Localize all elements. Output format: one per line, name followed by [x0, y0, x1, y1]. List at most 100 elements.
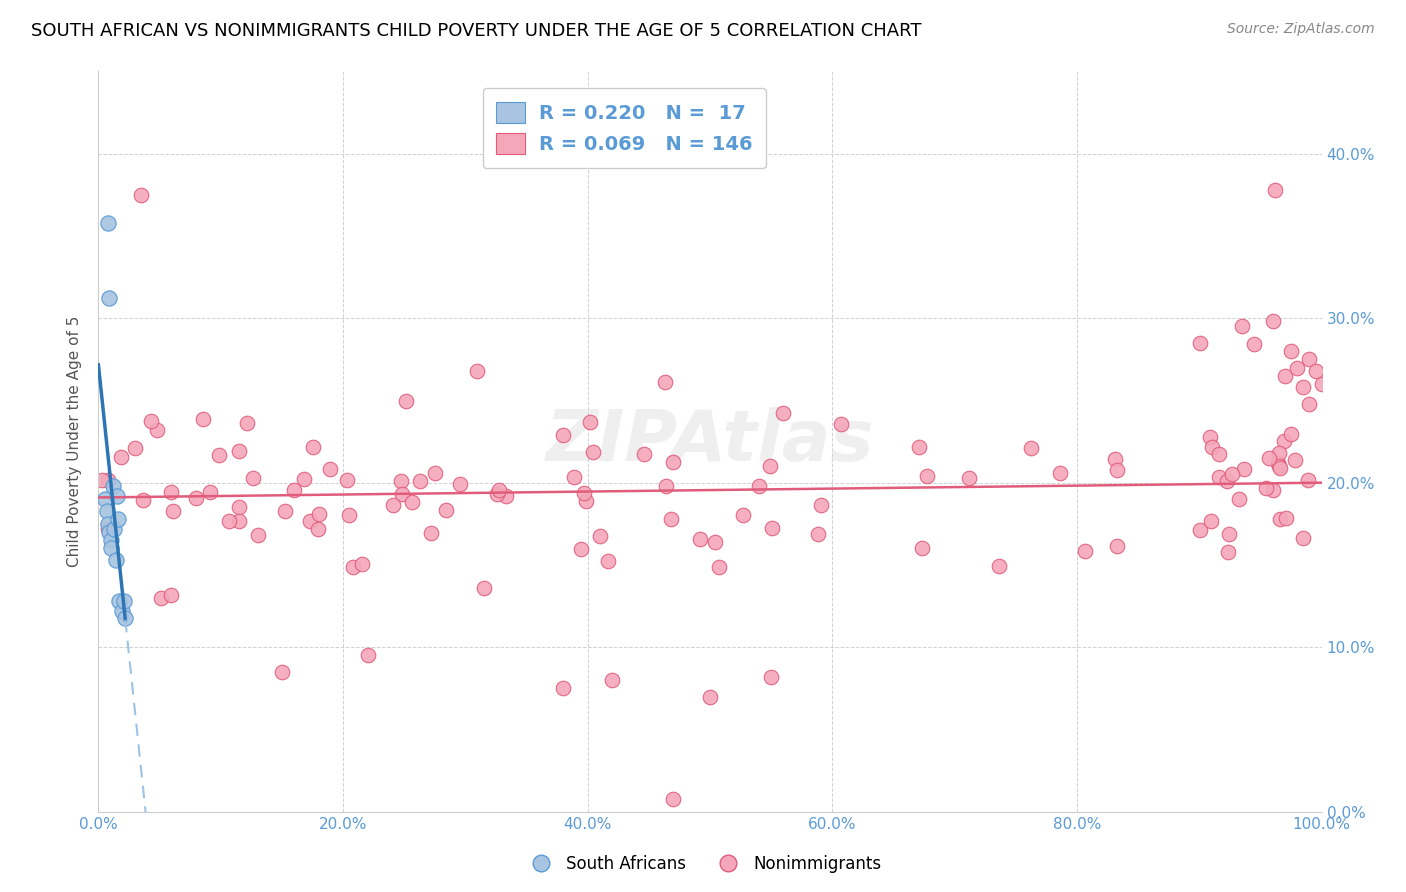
- Point: [391, 486, 413, 500]
- Point: [1292, 380, 1315, 394]
- Point: [1279, 427, 1302, 442]
- Point: [307, 523, 329, 537]
- Point: [1201, 440, 1223, 454]
- Point: [100, 541, 122, 556]
- Point: [381, 499, 404, 513]
- Point: [465, 364, 488, 378]
- Point: [191, 412, 214, 426]
- Point: [104, 553, 127, 567]
- Point: [662, 791, 685, 805]
- Point: [1270, 512, 1292, 526]
- Point: [1305, 364, 1327, 378]
- Point: [748, 479, 770, 493]
- Point: [655, 478, 678, 492]
- Point: [97, 522, 120, 536]
- Text: SOUTH AFRICAN VS NONIMMIGRANTS CHILD POVERTY UNDER THE AGE OF 5 CORRELATION CHAR: SOUTH AFRICAN VS NONIMMIGRANTS CHILD POV…: [31, 22, 921, 40]
- Point: [1208, 446, 1230, 460]
- Point: [395, 393, 418, 408]
- Point: [108, 594, 131, 608]
- Point: [1310, 376, 1333, 391]
- Point: [1218, 526, 1240, 541]
- Point: [1268, 446, 1291, 460]
- Point: [907, 441, 929, 455]
- Point: [1218, 545, 1240, 559]
- Point: [100, 533, 122, 548]
- Point: [420, 526, 443, 541]
- Point: [98, 524, 121, 539]
- Point: [1275, 511, 1298, 525]
- Point: [91, 473, 114, 487]
- Point: [703, 535, 725, 549]
- Point: [98, 292, 121, 306]
- Y-axis label: Child Poverty Under the Age of 5: Child Poverty Under the Age of 5: [67, 316, 83, 567]
- Point: [1104, 452, 1126, 467]
- Point: [270, 665, 294, 679]
- Point: [1256, 481, 1278, 495]
- Point: [987, 558, 1010, 573]
- Point: [1019, 441, 1042, 455]
- Point: [733, 508, 755, 522]
- Point: [449, 477, 471, 491]
- Point: [589, 529, 612, 543]
- Point: [957, 471, 980, 485]
- Point: [810, 498, 832, 512]
- Point: [654, 376, 676, 390]
- Point: [661, 454, 683, 468]
- Point: [93, 492, 115, 507]
- Point: [110, 450, 132, 464]
- Point: [1296, 473, 1319, 487]
- Point: [1074, 543, 1097, 558]
- Point: [699, 690, 721, 704]
- Point: [761, 521, 783, 535]
- Point: [159, 588, 181, 602]
- Point: [1264, 183, 1286, 197]
- Point: [434, 503, 457, 517]
- Point: [1230, 319, 1253, 334]
- Point: [1284, 452, 1306, 467]
- Point: [553, 428, 575, 442]
- Point: [112, 594, 135, 608]
- Point: [1286, 360, 1309, 375]
- Point: [1216, 474, 1239, 488]
- Point: [562, 470, 585, 484]
- Point: [145, 423, 167, 437]
- Point: [97, 516, 120, 531]
- Point: [336, 473, 359, 487]
- Point: [689, 532, 711, 546]
- Point: [228, 500, 250, 514]
- Point: [97, 216, 120, 230]
- Point: [1220, 467, 1243, 482]
- Point: [1267, 456, 1289, 470]
- Point: [409, 474, 432, 488]
- Point: [342, 559, 364, 574]
- Point: [1261, 314, 1284, 328]
- Point: [1189, 336, 1212, 351]
- Point: [830, 417, 852, 431]
- Point: [1279, 344, 1302, 359]
- Point: [1107, 539, 1129, 553]
- Point: [707, 559, 730, 574]
- Point: [159, 485, 181, 500]
- Point: [356, 648, 378, 663]
- Point: [283, 483, 305, 498]
- Point: [247, 528, 270, 542]
- Point: [292, 472, 315, 486]
- Point: [101, 479, 124, 493]
- Point: [1292, 531, 1315, 545]
- Point: [1188, 524, 1211, 538]
- Point: [1268, 461, 1291, 475]
- Point: [162, 504, 184, 518]
- Point: [302, 440, 325, 454]
- Point: [1298, 397, 1320, 411]
- Point: [1243, 337, 1265, 351]
- Point: [141, 414, 163, 428]
- Point: [1227, 492, 1250, 507]
- Point: [242, 471, 264, 485]
- Point: [274, 504, 297, 518]
- Point: [596, 553, 619, 567]
- Point: [105, 489, 128, 503]
- Point: [350, 557, 373, 571]
- Point: [107, 512, 129, 526]
- Point: [495, 489, 517, 503]
- Point: [1233, 462, 1256, 476]
